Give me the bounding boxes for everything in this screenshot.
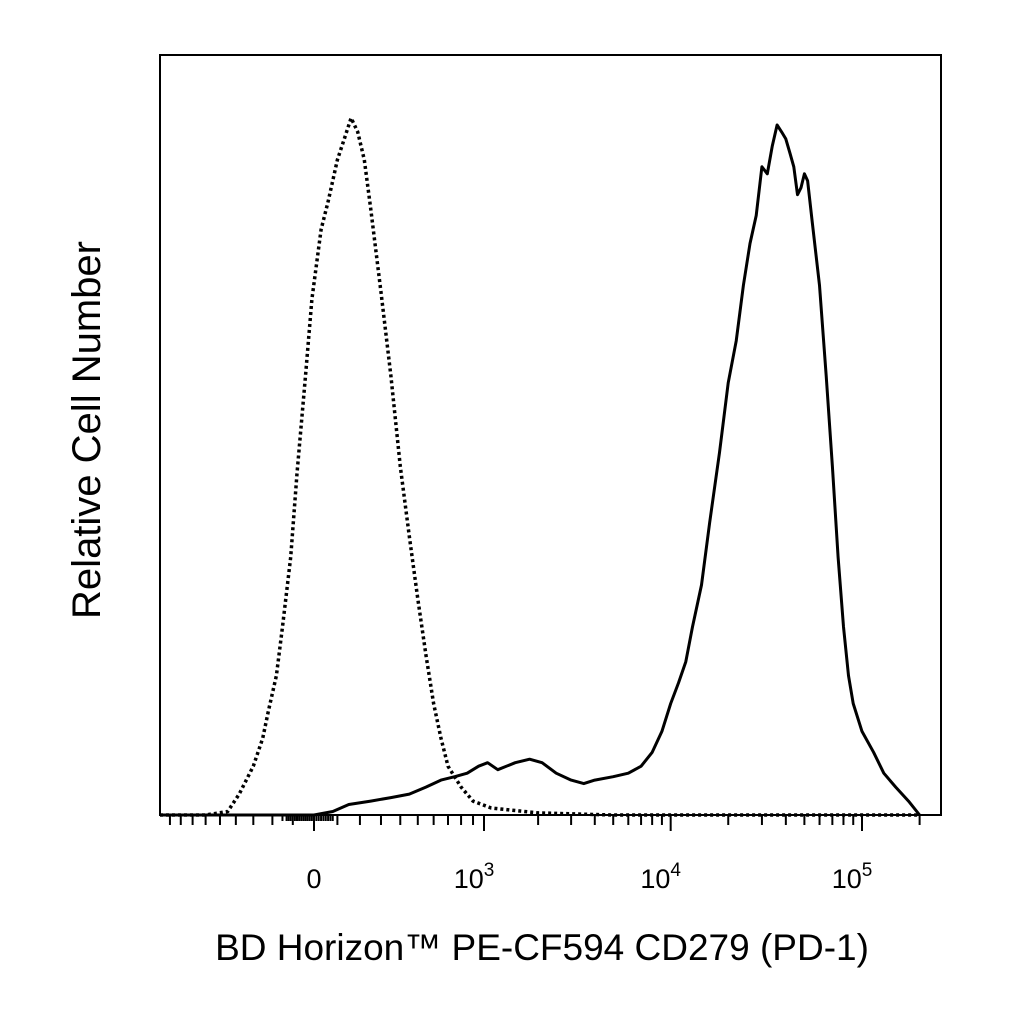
x-tick-label: 105 bbox=[832, 860, 873, 894]
x-tick-label: 0 bbox=[306, 864, 321, 894]
x-axis-label: BD Horizon™ PE-CF594 CD279 (PD-1) bbox=[215, 927, 869, 968]
x-tick-label: 103 bbox=[454, 860, 495, 894]
x-axis-tick-labels: 0 103 104 105 bbox=[306, 860, 872, 894]
series-control-dotted-line bbox=[160, 116, 920, 817]
y-axis-label: Relative Cell Number bbox=[65, 241, 109, 619]
x-axis-ticks bbox=[168, 815, 921, 831]
series-stained-solid-line bbox=[160, 123, 921, 817]
plot-frame bbox=[159, 54, 942, 816]
x-tick-label: 104 bbox=[640, 860, 681, 894]
series-layer bbox=[160, 116, 921, 817]
